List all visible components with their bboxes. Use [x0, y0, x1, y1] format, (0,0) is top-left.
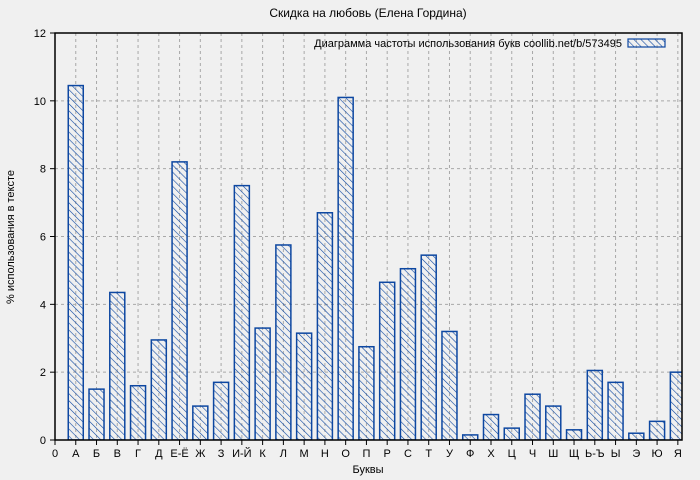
- bar-П: [358, 345, 375, 440]
- x-tick-label: Е-Ё: [170, 448, 188, 460]
- bar-А: [67, 84, 85, 440]
- y-tick-label: 10: [34, 96, 46, 108]
- x-tick-label: Я: [674, 448, 682, 460]
- x-tick-label: С: [404, 448, 412, 460]
- x-axis-title: Буквы: [352, 464, 383, 476]
- bar-Л: [275, 244, 292, 440]
- plot-area: 0 2 4 6 8 10 12 0 А Б В Г Д Е-Ё Ж З И-Й К Л М Н О П Р С Т У Ф Х Ц Ч Ш Щ Ь…: [34, 28, 683, 460]
- x-tick-label: Ю: [652, 448, 663, 460]
- y-tick-label: 2: [40, 367, 46, 379]
- legend-label: Диаграмма частоты использования букв coo…: [314, 38, 622, 50]
- x-tick-label: Н: [321, 448, 329, 460]
- bar-С: [399, 267, 417, 440]
- bar-Я: [669, 371, 682, 440]
- x-tick-label: М: [300, 448, 309, 460]
- x-tick-label: Г: [135, 448, 141, 460]
- bar-Ь-Ъ: [586, 369, 604, 440]
- bar-Ц: [503, 427, 521, 440]
- x-tick-label: 0: [52, 448, 58, 460]
- x-tick-label: Б: [93, 448, 100, 460]
- bar-Д: [150, 339, 168, 440]
- x-tick-label: Э: [632, 448, 640, 460]
- bar-Р: [378, 281, 396, 440]
- bar-И-Й: [233, 184, 251, 440]
- y-axis-title: % использования в тексте: [5, 170, 17, 304]
- x-tick-label: Д: [155, 448, 163, 460]
- x-tick-label: Ы: [611, 448, 621, 460]
- x-tick-label: П: [362, 448, 370, 460]
- x-tick-label: Х: [487, 448, 495, 460]
- x-tick-label: В: [114, 448, 121, 460]
- x-tick-label: О: [341, 448, 350, 460]
- legend-swatch: [627, 38, 666, 48]
- bar-О: [337, 96, 354, 440]
- x-tick-label: К: [259, 448, 266, 460]
- x-tick-label: И-Й: [232, 447, 251, 460]
- bar-В: [109, 291, 126, 440]
- bar-Ж: [192, 405, 209, 440]
- x-tick-label: Ь-Ъ: [585, 448, 605, 460]
- y-tick-label: 12: [34, 28, 46, 40]
- bar-Т: [420, 254, 437, 440]
- x-tick-label: Т: [425, 448, 432, 460]
- x-tick-label: Ш: [548, 448, 558, 460]
- bar-Ф: [461, 434, 479, 440]
- x-tick-label: Р: [384, 448, 391, 460]
- x-tick-label: А: [72, 448, 80, 460]
- bar-К: [254, 327, 271, 440]
- bar-Щ: [565, 429, 583, 440]
- x-tick-label: Щ: [569, 448, 579, 460]
- chart-title: Скидка на любовь (Елена Гордина): [269, 6, 466, 20]
- bar-Е-Ё: [171, 161, 188, 440]
- y-tick-label: 4: [40, 299, 46, 311]
- x-tick-label: Л: [280, 448, 287, 460]
- bar-Х: [482, 413, 500, 440]
- bars-group: [67, 84, 682, 440]
- bar-Н: [316, 212, 334, 440]
- x-tick-label: Ф: [466, 448, 474, 460]
- x-tick-label: У: [446, 448, 454, 460]
- x-tick-label: З: [218, 448, 225, 460]
- bar-Ч: [524, 393, 541, 440]
- y-tick-label: 0: [40, 435, 46, 447]
- x-tick-label: Ч: [529, 448, 536, 460]
- bar-З: [212, 381, 230, 440]
- bar-Ш: [545, 405, 562, 440]
- bar-Ы: [607, 381, 624, 440]
- bar-М: [295, 332, 313, 440]
- y-tick-label: 8: [40, 164, 46, 176]
- bar-У: [441, 330, 458, 440]
- x-tick-label: Ж: [195, 448, 205, 460]
- y-tick-label: 6: [40, 232, 46, 244]
- x-tick-label: Ц: [508, 448, 516, 460]
- plot-border: [54, 32, 683, 441]
- bar-Б: [88, 388, 105, 440]
- bar-Ю: [648, 420, 666, 440]
- bar-Э: [628, 432, 645, 440]
- bar-Г: [129, 384, 147, 440]
